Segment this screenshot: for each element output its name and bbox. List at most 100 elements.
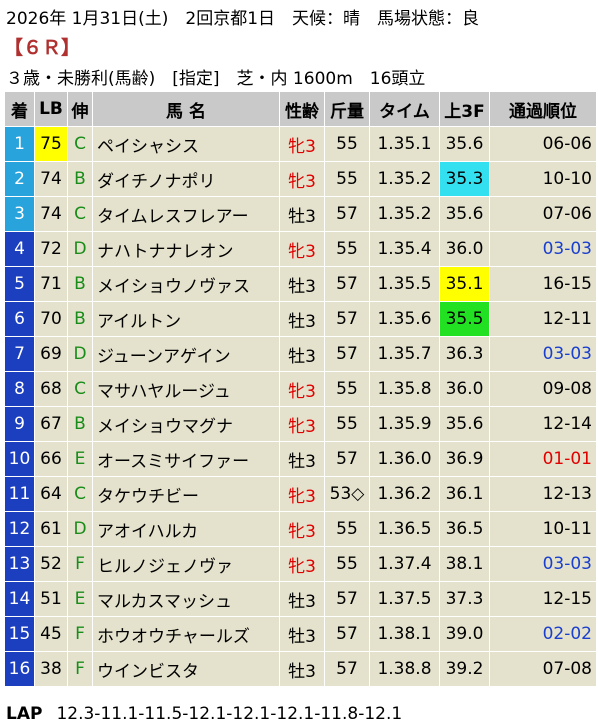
lap-times: LAP 12.3-11.1-11.5-12.1-12.1-12.1-11.8-12… <box>6 704 402 724</box>
col-header-sex-age: 性齢 <box>279 91 325 127</box>
race-info-line: 2026年 1月31日(土) 2回京都1日 天候：晴 馬場状態：良 <box>6 9 480 29</box>
weight-cell: 57 <box>324 441 370 477</box>
weight-cell: 55 <box>324 231 370 267</box>
sex-age-cell: 牡3 <box>279 441 325 477</box>
horse-name: タイムレスフレアー <box>92 196 280 232</box>
last3f-cell: 36.0 <box>439 231 490 267</box>
horse-name: ウインビスタ <box>92 651 280 687</box>
weight-cell: 57 <box>324 301 370 337</box>
horse-name: アオイハルカ <box>92 511 280 547</box>
rank-cell: 10 <box>4 441 35 477</box>
rank-cell: 16 <box>4 651 35 687</box>
time-cell: 1.35.2 <box>369 161 440 197</box>
time-cell: 1.35.5 <box>369 266 440 302</box>
lb-cell: 61 <box>34 511 68 547</box>
last3f-cell: 36.1 <box>439 476 490 512</box>
lb-cell: 64 <box>34 476 68 512</box>
last3f-cell: 35.5 <box>439 301 490 337</box>
passing-cell: 10-10 <box>489 161 597 197</box>
rank-cell: 3 <box>4 196 35 232</box>
last3f-cell: 36.0 <box>439 371 490 407</box>
horse-name: マルカスマッシュ <box>92 581 280 617</box>
weight-cell: 55 <box>324 371 370 407</box>
weight-cell: 55 <box>324 546 370 582</box>
sex-age-cell: 牡3 <box>279 301 325 337</box>
nobi-cell: D <box>67 511 93 547</box>
time-cell: 1.35.4 <box>369 231 440 267</box>
time-cell: 1.35.7 <box>369 336 440 372</box>
passing-cell: 02-02 <box>489 616 597 652</box>
lap-label: LAP <box>6 704 43 724</box>
horse-name: ダイチノナポリ <box>92 161 280 197</box>
passing-cell: 01-01 <box>489 441 597 477</box>
table-row: 13 52 F ヒルノジェノヴァ 牝3 55 1.37.4 38.1 03-03 <box>4 546 597 582</box>
passing-cell: 16-15 <box>489 266 597 302</box>
time-cell: 1.36.5 <box>369 511 440 547</box>
rank-cell: 12 <box>4 511 35 547</box>
nobi-cell: C <box>67 476 93 512</box>
horse-name: ナハトナナレオン <box>92 231 280 267</box>
weight-cell: 57 <box>324 336 370 372</box>
col-header-passing: 通過順位 <box>489 91 597 127</box>
lb-cell: 38 <box>34 651 68 687</box>
lb-cell: 66 <box>34 441 68 477</box>
rank-cell: 6 <box>4 301 35 337</box>
horse-name: メイショウマグナ <box>92 406 280 442</box>
sex-age-cell: 牝3 <box>279 161 325 197</box>
nobi-cell: B <box>67 301 93 337</box>
sex-age-cell: 牡3 <box>279 196 325 232</box>
col-header-name: 馬 名 <box>92 91 280 127</box>
time-cell: 1.35.9 <box>369 406 440 442</box>
last3f-cell: 35.6 <box>439 126 490 162</box>
time-cell: 1.35.8 <box>369 371 440 407</box>
time-cell: 1.35.2 <box>369 196 440 232</box>
horse-name: ジューンアゲイン <box>92 336 280 372</box>
lb-cell: 69 <box>34 336 68 372</box>
time-cell: 1.38.8 <box>369 651 440 687</box>
passing-cell: 12-14 <box>489 406 597 442</box>
rank-cell: 13 <box>4 546 35 582</box>
passing-cell: 03-03 <box>489 231 597 267</box>
nobi-cell: B <box>67 161 93 197</box>
table-row: 2 74 B ダイチノナポリ 牝3 55 1.35.2 35.3 10-10 <box>4 161 597 197</box>
table-row: 11 64 C タケウチビー 牝3 53◇ 1.36.2 36.1 12-13 <box>4 476 597 512</box>
weight-cell: 55 <box>324 126 370 162</box>
horse-name: アイルトン <box>92 301 280 337</box>
horse-name: オースミサイファー <box>92 441 280 477</box>
col-header-lb: LB <box>34 91 68 127</box>
weight-cell: 57 <box>324 616 370 652</box>
nobi-cell: B <box>67 266 93 302</box>
table-header-row: 着 LB 伸 馬 名 性齢 斤量 タイム 上3F 通過順位 <box>4 91 597 127</box>
time-cell: 1.37.4 <box>369 546 440 582</box>
sex-age-cell: 牝3 <box>279 126 325 162</box>
table-row: 12 61 D アオイハルカ 牝3 55 1.36.5 36.5 10-11 <box>4 511 597 547</box>
last3f-cell: 35.6 <box>439 196 490 232</box>
weight-cell: 57 <box>324 651 370 687</box>
lb-cell: 71 <box>34 266 68 302</box>
last3f-cell: 36.5 <box>439 511 490 547</box>
sex-age-cell: 牡3 <box>279 581 325 617</box>
passing-cell: 07-08 <box>489 651 597 687</box>
last3f-cell: 38.1 <box>439 546 490 582</box>
rank-cell: 2 <box>4 161 35 197</box>
nobi-cell: C <box>67 196 93 232</box>
table-row: 10 66 E オースミサイファー 牡3 57 1.36.0 36.9 01-01 <box>4 441 597 477</box>
nobi-cell: F <box>67 651 93 687</box>
weight-cell: 55 <box>324 161 370 197</box>
horse-name: メイショウノヴァス <box>92 266 280 302</box>
table-row: 14 51 E マルカスマッシュ 牡3 57 1.37.5 37.3 12-15 <box>4 581 597 617</box>
nobi-cell: D <box>67 231 93 267</box>
sex-age-cell: 牝3 <box>279 476 325 512</box>
horse-name: ヒルノジェノヴァ <box>92 546 280 582</box>
passing-cell: 12-15 <box>489 581 597 617</box>
lb-cell: 70 <box>34 301 68 337</box>
last3f-cell: 36.9 <box>439 441 490 477</box>
weight-cell: 53◇ <box>324 476 370 512</box>
rank-cell: 8 <box>4 371 35 407</box>
table-row: 9 67 B メイショウマグナ 牝3 55 1.35.9 35.6 12-14 <box>4 406 597 442</box>
sex-age-cell: 牡3 <box>279 336 325 372</box>
rank-cell: 11 <box>4 476 35 512</box>
table-row: 1 75 C ペイシャシス 牝3 55 1.35.1 35.6 06-06 <box>4 126 597 162</box>
sex-age-cell: 牝3 <box>279 511 325 547</box>
col-header-rank: 着 <box>4 91 35 127</box>
